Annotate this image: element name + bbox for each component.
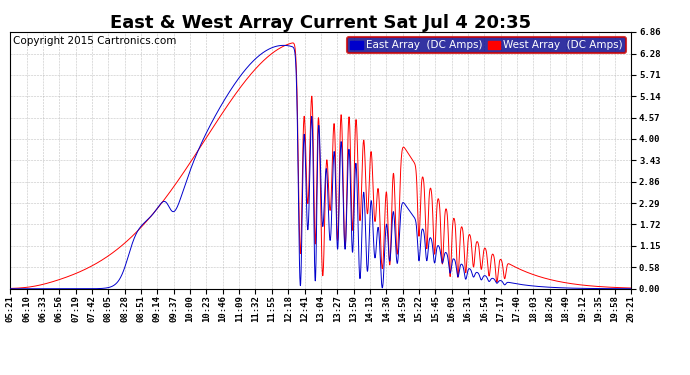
Title: East & West Array Current Sat Jul 4 20:35: East & West Array Current Sat Jul 4 20:3… [110, 14, 531, 32]
Text: Copyright 2015 Cartronics.com: Copyright 2015 Cartronics.com [14, 36, 177, 46]
Legend: East Array  (DC Amps), West Array  (DC Amps): East Array (DC Amps), West Array (DC Amp… [347, 37, 626, 53]
